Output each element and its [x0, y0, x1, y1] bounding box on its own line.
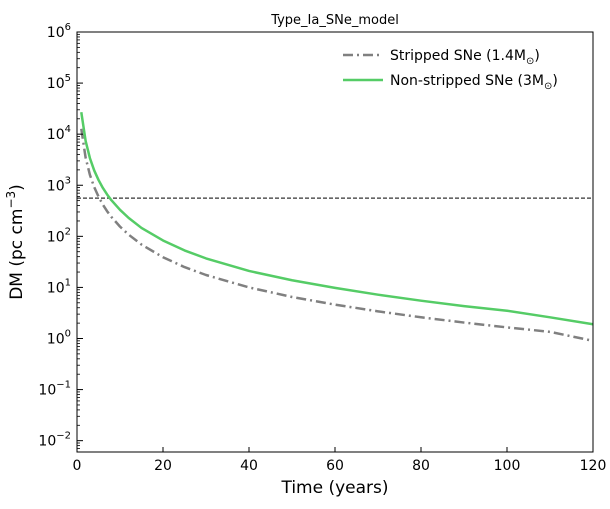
y-axis-label-base: DM (pc cm — [7, 209, 27, 300]
x-tick-label: 80 — [412, 458, 430, 474]
x-tick-label: 100 — [494, 458, 521, 474]
series-line-1 — [80, 111, 594, 326]
y-tick-label: 103 — [47, 175, 71, 194]
y-tick-label: 10−1 — [38, 380, 71, 399]
series-layer — [80, 111, 594, 343]
series-line-0 — [80, 128, 594, 343]
y-tick-label: 10−2 — [38, 431, 71, 450]
y-tick-label: 105 — [47, 73, 71, 92]
legend-label-stripped-name: Stripped SNe (1.4M — [390, 48, 526, 64]
legend-label-nonstripped: Non-stripped SNe (3M⊙) — [390, 73, 558, 92]
y-tick-label: 101 — [47, 277, 71, 296]
legend-label-stripped-close: ) — [534, 48, 539, 64]
y-tick-label: 106 — [47, 22, 71, 41]
plot-frame — [76, 31, 594, 453]
x-tick-label: 0 — [73, 458, 82, 474]
x-tick-label: 60 — [326, 458, 344, 474]
legend-label-nonstripped-name: Non-stripped SNe (3M — [390, 73, 544, 89]
y-tick-label: 104 — [47, 124, 71, 143]
x-tick-label: 20 — [154, 458, 172, 474]
y-axis-label-close: ) — [7, 184, 27, 191]
x-ticks: 0 20 40 60 80 100 120 — [73, 447, 607, 474]
x-axis-label: Time (years) — [280, 478, 388, 498]
legend-label-nonstripped-sub: ⊙ — [544, 81, 552, 92]
y-tick-label: 102 — [47, 226, 71, 245]
legend-label-nonstripped-close: ) — [552, 73, 557, 89]
y-tick-label: 100 — [47, 329, 71, 348]
x-tick-label: 40 — [240, 458, 258, 474]
legend-label-stripped: Stripped SNe (1.4M⊙) — [390, 48, 540, 67]
chart-title: Type_Ia_SNe_model — [270, 13, 399, 28]
y-axis-label-sup: −3 — [4, 191, 18, 209]
y-axis-label: DM (pc cm−3) — [4, 184, 27, 300]
legend-label-stripped-sub: ⊙ — [526, 56, 534, 67]
legend: Stripped SNe (1.4M⊙) Non-stripped SNe (3… — [343, 48, 558, 92]
x-tick-label: 120 — [580, 458, 607, 474]
y-ticks: 10−2 10−1 100 101 102 103 104 105 106 — [38, 22, 83, 453]
